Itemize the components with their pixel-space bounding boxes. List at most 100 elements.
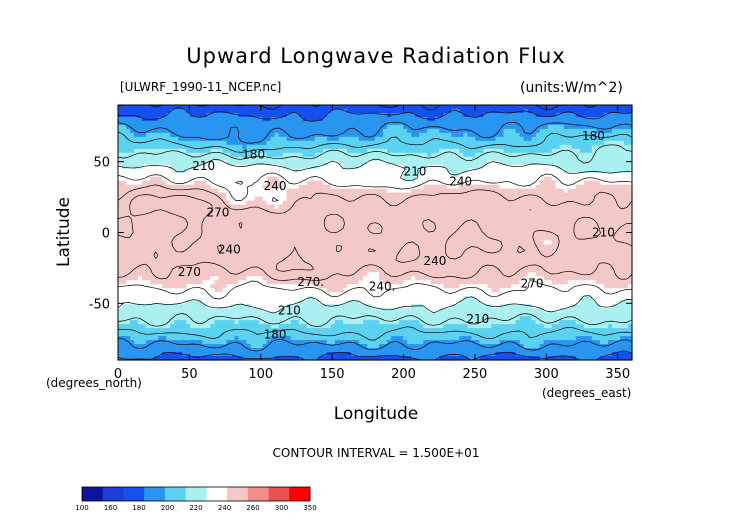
heatmap-cell <box>515 136 521 142</box>
heatmap-cell <box>447 244 452 250</box>
heatmap-cell <box>443 176 448 182</box>
heatmap-cell <box>238 224 244 230</box>
heatmap-cell <box>627 244 633 250</box>
heatmap-cell <box>403 244 408 250</box>
heatmap-cell <box>459 212 464 218</box>
heatmap-cell <box>607 244 613 250</box>
heatmap-cell <box>330 128 336 134</box>
heatmap-cell <box>362 164 368 170</box>
heatmap-cell <box>314 216 320 222</box>
heatmap-cell <box>222 188 228 194</box>
heatmap-cell <box>182 140 187 146</box>
heatmap-cell <box>166 240 171 246</box>
heatmap-cell <box>258 152 264 158</box>
heatmap-cell <box>531 176 537 182</box>
heatmap-cell <box>475 124 481 130</box>
heatmap-cell <box>535 188 541 194</box>
heatmap-cell <box>467 152 472 158</box>
heatmap-cell <box>342 180 348 186</box>
heatmap-cell <box>571 220 577 226</box>
heatmap-cell <box>126 128 131 134</box>
heatmap-cell <box>559 144 565 150</box>
heatmap-cell <box>262 108 268 114</box>
heatmap-cell <box>214 216 219 222</box>
heatmap-cell <box>443 240 448 246</box>
heatmap-cell <box>615 176 621 182</box>
heatmap-cell <box>162 176 167 182</box>
heatmap-cell <box>278 160 284 166</box>
heatmap-cell <box>270 132 276 138</box>
heatmap-cell <box>258 224 264 230</box>
heatmap-cell <box>282 216 288 222</box>
heatmap-cell <box>306 252 312 257</box>
heatmap-cell <box>330 132 336 138</box>
heatmap-cell <box>575 140 581 146</box>
heatmap-cell <box>551 160 557 166</box>
heatmap-cell <box>415 132 420 138</box>
heatmap-cell <box>306 228 312 234</box>
heatmap-cell <box>515 200 521 206</box>
heatmap-cell <box>366 216 372 222</box>
heatmap-cell <box>595 232 601 238</box>
heatmap-cell <box>563 256 569 261</box>
heatmap-cell <box>142 160 147 166</box>
heatmap-cell <box>583 248 589 254</box>
heatmap-cell <box>330 244 336 250</box>
heatmap-cell <box>250 112 256 118</box>
heatmap-cell <box>579 228 585 234</box>
heatmap-cell <box>178 196 183 202</box>
heatmap-cell <box>623 148 629 154</box>
heatmap-cell <box>174 144 179 150</box>
heatmap-cell <box>282 196 288 202</box>
heatmap-cell <box>455 168 460 174</box>
heatmap-cell <box>146 228 151 234</box>
heatmap-cell <box>547 184 553 190</box>
heatmap-cell <box>383 152 388 158</box>
heatmap-cell <box>575 256 581 261</box>
heatmap-cell <box>310 156 316 162</box>
heatmap-cell <box>358 136 364 142</box>
heatmap-cell <box>503 240 509 246</box>
heatmap-cell <box>318 176 324 182</box>
heatmap-cell <box>230 148 236 154</box>
heatmap-cell <box>202 204 207 210</box>
heatmap-cell <box>366 244 372 250</box>
heatmap-cell <box>134 212 139 218</box>
heatmap-cell <box>395 200 400 206</box>
heatmap-cell <box>194 152 199 158</box>
heatmap-cell <box>531 152 537 158</box>
heatmap-cell <box>439 248 444 254</box>
heatmap-cell <box>210 240 215 246</box>
heatmap-cell <box>230 140 236 146</box>
heatmap-cell <box>423 244 428 250</box>
heatmap-cell <box>322 184 328 190</box>
heatmap-cell <box>455 176 460 182</box>
heatmap-cell <box>206 132 211 138</box>
heatmap-cell <box>226 192 232 198</box>
heatmap-cell <box>298 140 304 146</box>
heatmap-cell <box>499 176 505 182</box>
heatmap-cell <box>270 120 276 126</box>
heatmap-cell <box>294 108 300 114</box>
heatmap-cell <box>350 208 356 214</box>
heatmap-cell <box>170 176 175 182</box>
heatmap-cell <box>294 228 300 234</box>
heatmap-cell <box>383 188 388 194</box>
heatmap-cell <box>379 156 384 162</box>
heatmap-cell <box>178 152 183 158</box>
heatmap-cell <box>463 168 468 174</box>
heatmap-cell <box>206 224 211 230</box>
heatmap-cell <box>595 252 601 257</box>
heatmap-cell <box>242 256 248 261</box>
heatmap-cell <box>214 196 219 202</box>
heatmap-cell <box>262 216 268 222</box>
heatmap-cell <box>174 172 179 178</box>
heatmap-cell <box>154 180 159 186</box>
heatmap-cell <box>375 180 380 186</box>
heatmap-cell <box>170 252 175 257</box>
heatmap-cell <box>302 220 308 226</box>
heatmap-cell <box>503 232 509 238</box>
heatmap-cell <box>563 168 569 174</box>
heatmap-cell <box>250 184 256 190</box>
heatmap-cell <box>250 208 256 214</box>
